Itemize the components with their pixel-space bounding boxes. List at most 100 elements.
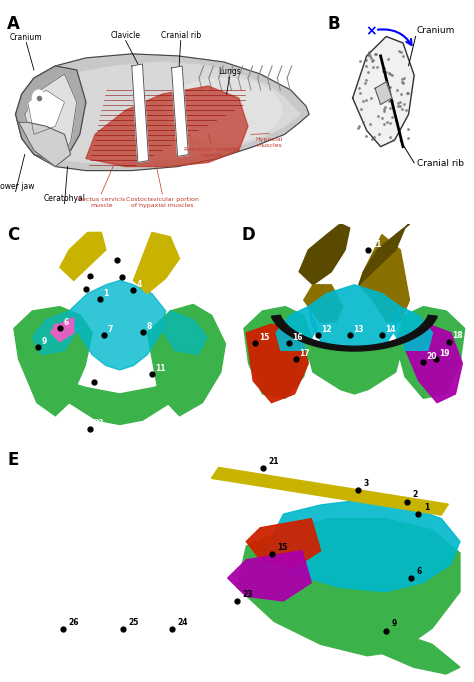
Polygon shape bbox=[25, 74, 77, 158]
Point bbox=[387, 69, 394, 80]
Text: Cranial rib: Cranial rib bbox=[161, 31, 201, 40]
Text: 21: 21 bbox=[268, 457, 279, 466]
Point bbox=[392, 114, 400, 125]
Polygon shape bbox=[16, 66, 86, 162]
Point bbox=[366, 118, 374, 129]
Text: Clavicle: Clavicle bbox=[110, 31, 141, 40]
Polygon shape bbox=[265, 501, 460, 592]
Point bbox=[383, 117, 391, 128]
Point bbox=[384, 53, 392, 64]
Text: 25: 25 bbox=[129, 618, 139, 627]
Point bbox=[402, 104, 410, 115]
Point bbox=[388, 70, 395, 80]
Polygon shape bbox=[25, 62, 300, 162]
Text: Ceratohyal: Ceratohyal bbox=[44, 194, 85, 203]
Point bbox=[383, 67, 390, 78]
Text: D: D bbox=[242, 226, 255, 244]
Point bbox=[380, 119, 388, 130]
Point bbox=[399, 76, 406, 87]
Point bbox=[396, 100, 403, 111]
Text: 4: 4 bbox=[137, 280, 142, 289]
Polygon shape bbox=[134, 233, 180, 293]
Polygon shape bbox=[32, 311, 78, 355]
Point bbox=[397, 88, 405, 99]
Point bbox=[399, 78, 406, 89]
Point bbox=[382, 102, 389, 113]
Text: 12: 12 bbox=[321, 325, 331, 334]
Point bbox=[362, 130, 369, 141]
Text: 3: 3 bbox=[93, 266, 99, 275]
Polygon shape bbox=[246, 324, 308, 402]
Text: 3: 3 bbox=[364, 479, 369, 488]
Circle shape bbox=[32, 90, 45, 106]
Polygon shape bbox=[152, 320, 198, 381]
Text: 13: 13 bbox=[353, 325, 364, 334]
Polygon shape bbox=[244, 307, 313, 398]
Point bbox=[356, 87, 364, 98]
Text: Cranial rib: Cranial rib bbox=[417, 159, 464, 168]
Text: 2: 2 bbox=[412, 490, 418, 499]
Polygon shape bbox=[237, 518, 460, 656]
Polygon shape bbox=[211, 467, 448, 515]
Text: 9: 9 bbox=[391, 619, 396, 628]
Point bbox=[386, 132, 393, 143]
Point bbox=[386, 102, 394, 113]
Text: Lungs: Lungs bbox=[218, 68, 241, 76]
Polygon shape bbox=[60, 233, 106, 280]
Point bbox=[355, 122, 362, 133]
Text: 14: 14 bbox=[385, 325, 396, 334]
Text: 6: 6 bbox=[417, 567, 422, 576]
Point bbox=[374, 88, 381, 99]
Point bbox=[359, 95, 367, 106]
Polygon shape bbox=[246, 518, 320, 569]
Point bbox=[363, 75, 370, 86]
Point bbox=[403, 87, 411, 98]
Point bbox=[380, 65, 387, 76]
Point bbox=[380, 63, 388, 74]
Text: 5: 5 bbox=[126, 267, 130, 276]
Polygon shape bbox=[69, 280, 165, 370]
Polygon shape bbox=[400, 324, 462, 402]
Text: Cranium: Cranium bbox=[10, 33, 43, 42]
Text: ×: × bbox=[365, 25, 377, 39]
Point bbox=[396, 97, 404, 108]
Polygon shape bbox=[375, 82, 392, 104]
Text: 15: 15 bbox=[277, 543, 288, 552]
Point bbox=[356, 55, 364, 66]
Point bbox=[399, 74, 406, 85]
Point bbox=[380, 106, 387, 117]
Point bbox=[389, 96, 396, 107]
Polygon shape bbox=[86, 86, 248, 166]
Polygon shape bbox=[14, 307, 92, 416]
Point bbox=[404, 87, 411, 98]
Polygon shape bbox=[396, 307, 465, 398]
Text: 17: 17 bbox=[299, 349, 310, 358]
Polygon shape bbox=[132, 64, 148, 162]
Point bbox=[389, 134, 397, 145]
Point bbox=[378, 81, 385, 92]
Point bbox=[375, 128, 383, 139]
Text: 10: 10 bbox=[98, 372, 109, 381]
Point bbox=[368, 55, 376, 66]
Point bbox=[373, 48, 380, 59]
Point bbox=[365, 48, 373, 59]
Text: 22: 22 bbox=[93, 419, 104, 428]
Polygon shape bbox=[299, 224, 350, 285]
Point bbox=[370, 131, 377, 142]
Polygon shape bbox=[23, 320, 88, 381]
Point bbox=[400, 99, 408, 110]
Point bbox=[380, 104, 388, 115]
Point bbox=[380, 87, 388, 98]
Point bbox=[362, 61, 370, 72]
Text: Rectus cervicis
muscle: Rectus cervicis muscle bbox=[78, 197, 125, 208]
Point bbox=[362, 55, 370, 66]
Text: 8: 8 bbox=[146, 322, 152, 331]
Text: 11: 11 bbox=[155, 364, 166, 373]
Polygon shape bbox=[51, 376, 184, 424]
Point bbox=[386, 117, 393, 128]
Text: Hypaxial
muscles: Hypaxial muscles bbox=[255, 137, 283, 148]
Polygon shape bbox=[304, 285, 343, 322]
Point bbox=[367, 92, 375, 103]
Text: 23: 23 bbox=[243, 590, 253, 599]
Text: 7: 7 bbox=[107, 325, 112, 334]
